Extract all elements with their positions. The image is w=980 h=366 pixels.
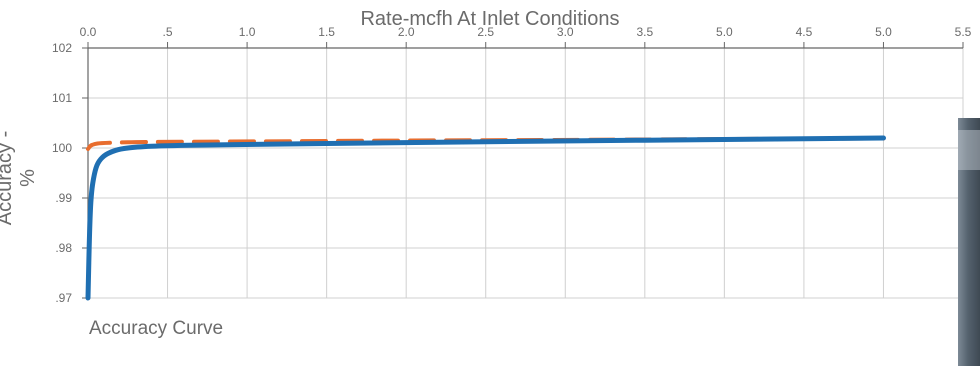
y-tick-label: .99	[55, 191, 72, 205]
accuracy-curve-line	[85, 135, 886, 301]
y-tick-label: .98	[55, 241, 72, 255]
x-tick-label: 2.0	[398, 25, 415, 39]
x-tick-label: 3.0	[557, 25, 574, 39]
y-tick-label: 100	[52, 141, 72, 155]
x-tick-label: 2.5	[477, 25, 494, 39]
x-tick-label: 3.5	[636, 25, 653, 39]
x-tick-label: .5	[163, 25, 173, 39]
x-tick-label: 1.5	[318, 25, 335, 39]
y-tick-label: 101	[52, 91, 72, 105]
y-tick-label: .97	[55, 291, 72, 305]
product-photo-edge	[958, 118, 980, 366]
x-tick-label: 4.5	[796, 25, 813, 39]
x-tick-label: 1.0	[239, 25, 256, 39]
chart-caption: Accuracy Curve	[89, 318, 224, 339]
x-tick-label: 5.0	[716, 25, 733, 39]
x-tick-label: 5.5	[955, 25, 972, 39]
x-tick-label: 5.0	[875, 25, 892, 39]
chart-title: Rate-mcfh At Inlet Conditions	[360, 8, 620, 30]
y-tick-label: 102	[52, 41, 72, 55]
x-tick-label: 0.0	[80, 25, 97, 39]
